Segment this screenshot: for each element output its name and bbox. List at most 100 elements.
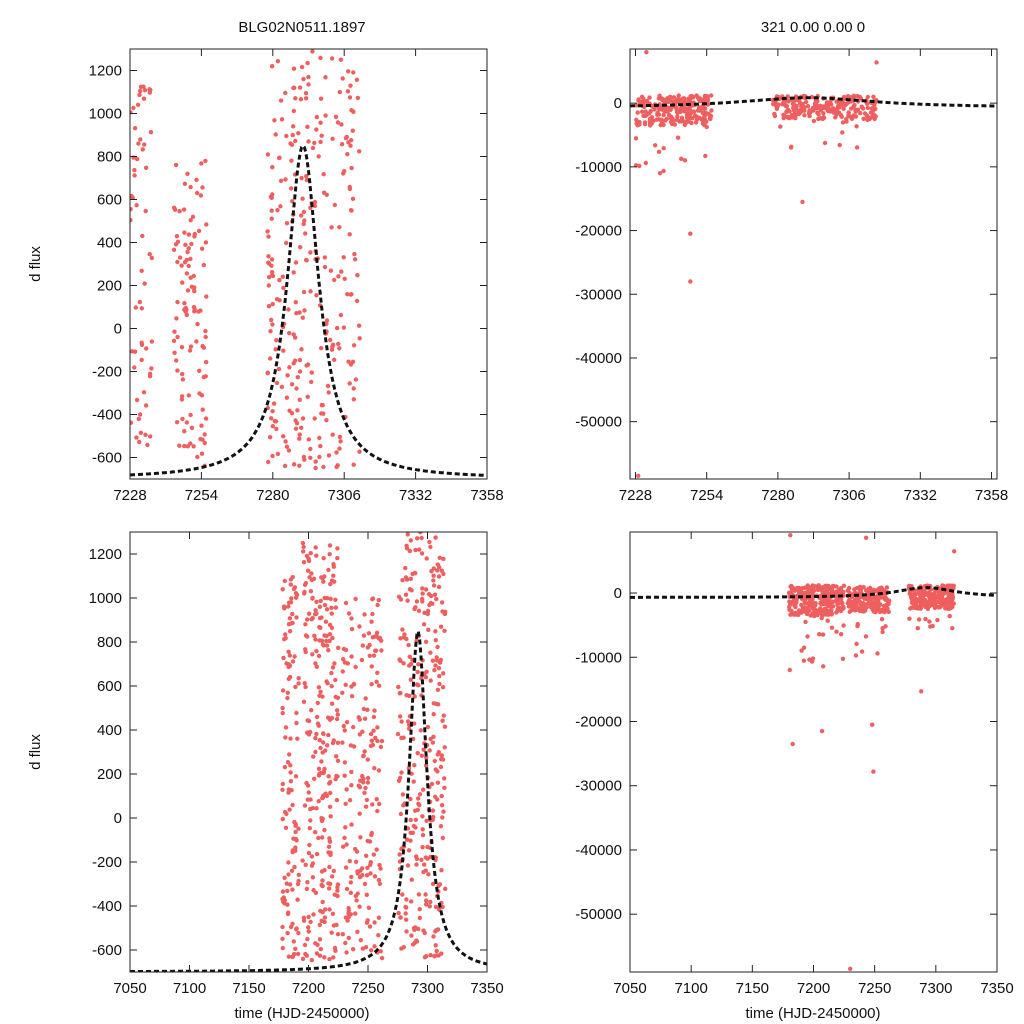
data-point	[280, 705, 285, 711]
data-point	[400, 578, 405, 583]
data-point	[333, 605, 339, 610]
data-point	[651, 118, 656, 124]
data-point	[302, 803, 308, 808]
data-point	[339, 269, 344, 274]
data-point	[266, 283, 271, 288]
data-point	[292, 585, 298, 590]
data-point	[301, 454, 307, 460]
data-point	[334, 774, 340, 779]
data-point	[320, 642, 326, 647]
data-point	[137, 92, 142, 98]
data-point	[334, 450, 339, 455]
data-point	[791, 101, 796, 107]
data-point	[347, 95, 353, 100]
data-point	[280, 688, 286, 693]
x-tick-label: 7306	[328, 487, 361, 504]
data-point	[348, 362, 354, 367]
data-point	[341, 844, 346, 849]
data-point	[377, 862, 382, 868]
data-point	[411, 779, 416, 784]
data-point	[353, 911, 358, 916]
data-point	[283, 439, 288, 444]
x-tick-label: 7250	[858, 980, 891, 997]
data-point	[363, 804, 369, 809]
data-point	[804, 608, 810, 614]
data-point	[351, 397, 356, 402]
data-point	[203, 158, 208, 164]
data-point	[799, 589, 804, 594]
data-point	[289, 596, 294, 601]
data-point	[868, 596, 873, 601]
data-point	[327, 864, 332, 870]
data-point	[864, 113, 870, 118]
data-point	[853, 107, 858, 113]
data-point	[338, 57, 344, 62]
data-point	[300, 416, 306, 421]
data-point	[404, 929, 409, 934]
data-point	[439, 753, 444, 758]
data-point	[186, 232, 192, 237]
data-point	[784, 109, 789, 115]
data-point	[357, 874, 363, 880]
data-point	[306, 558, 312, 564]
data-point	[661, 168, 666, 174]
data-point	[299, 175, 304, 181]
x-axis-label-right: time (HJD-2450000)	[745, 1005, 880, 1022]
data-point	[194, 190, 200, 196]
y-tick-label: -400	[92, 898, 122, 915]
data-point	[297, 397, 302, 402]
data-point	[301, 918, 307, 923]
data-point	[324, 643, 330, 648]
data-point	[365, 838, 370, 844]
data-point	[778, 124, 783, 129]
data-point	[425, 724, 431, 730]
data-point	[360, 643, 365, 648]
data-point	[281, 655, 286, 661]
data-point	[288, 779, 294, 784]
y-tick-label: -10000	[575, 159, 622, 176]
data-point	[378, 866, 383, 871]
data-point	[280, 889, 286, 894]
data-point	[841, 106, 846, 112]
data-point	[317, 435, 322, 441]
data-point	[416, 796, 421, 801]
data-point	[863, 634, 869, 639]
data-point	[135, 102, 141, 108]
data-point	[327, 907, 332, 912]
data-point	[421, 869, 426, 875]
data-point	[296, 826, 301, 831]
data-point	[658, 122, 663, 128]
data-point	[305, 880, 310, 885]
data-point	[818, 601, 823, 606]
data-point	[433, 638, 438, 643]
data-point	[320, 576, 325, 581]
data-point	[293, 836, 299, 842]
data-point	[431, 583, 437, 588]
data-point	[353, 846, 358, 852]
data-point	[873, 106, 878, 112]
data-point	[807, 657, 812, 662]
data-point	[674, 109, 680, 115]
data-point	[424, 898, 429, 903]
data-point	[287, 752, 292, 757]
data-point	[302, 942, 308, 948]
data-point	[318, 598, 323, 604]
data-point	[278, 98, 284, 103]
data-point	[327, 957, 332, 962]
data-point	[326, 390, 331, 395]
data-point	[874, 60, 879, 65]
data-point	[270, 424, 275, 429]
data-point	[398, 597, 404, 602]
data-point	[820, 632, 826, 637]
data-point	[367, 924, 373, 929]
data-point	[141, 84, 146, 89]
data-point	[132, 349, 138, 354]
data-point	[314, 114, 319, 120]
data-point	[293, 946, 298, 951]
data-point	[437, 882, 443, 887]
data-point	[805, 104, 811, 109]
data-point	[139, 357, 144, 363]
data-point	[281, 604, 287, 609]
data-point	[372, 766, 377, 771]
data-point	[280, 896, 285, 902]
